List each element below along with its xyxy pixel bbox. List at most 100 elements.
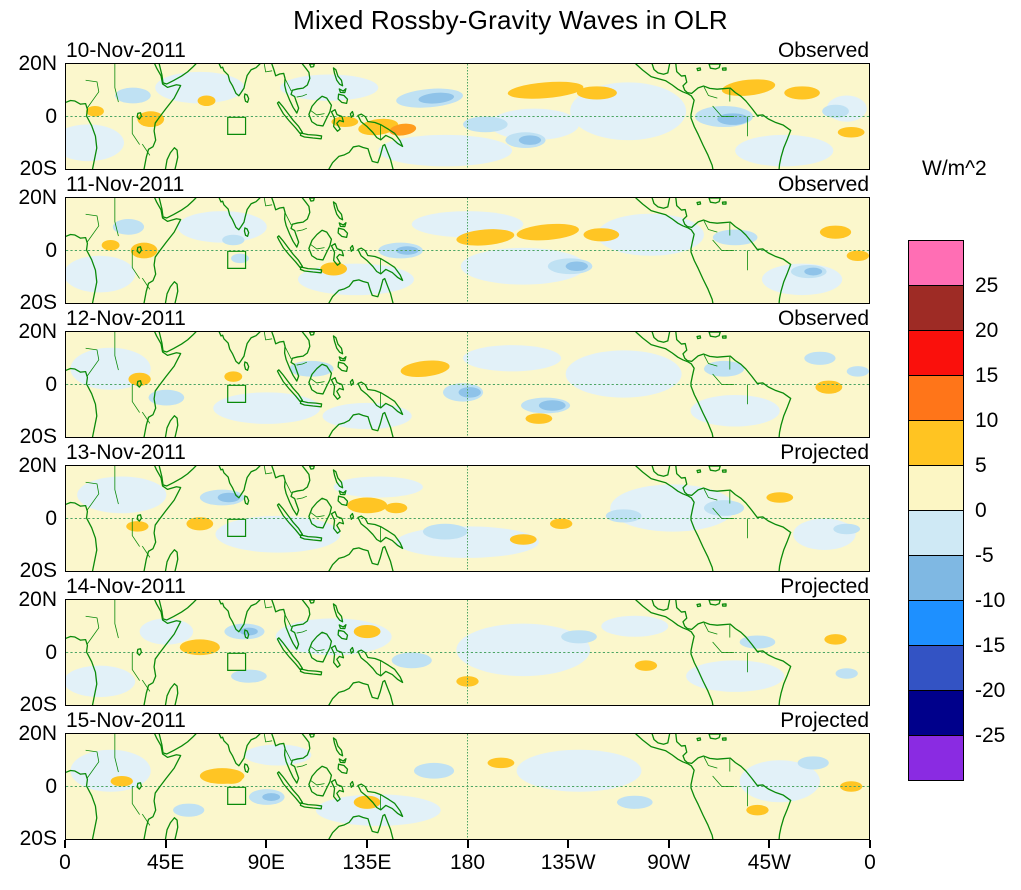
coastline-path bbox=[636, 198, 713, 303]
anomaly-contour bbox=[219, 773, 243, 784]
y-tick-label: 20N bbox=[18, 320, 57, 343]
coastline-path bbox=[331, 512, 343, 534]
country-border-path bbox=[713, 374, 734, 385]
coastline-path bbox=[333, 202, 342, 220]
anomaly-contour bbox=[331, 116, 359, 127]
anomaly-contour bbox=[110, 776, 133, 787]
study-region-box bbox=[228, 653, 246, 670]
x-tick-label: 45W bbox=[747, 851, 791, 874]
country-border-path bbox=[264, 332, 272, 340]
colorbar-cell bbox=[908, 375, 964, 421]
panel-header: 10-Nov-2011 Observed bbox=[65, 36, 870, 63]
coastline-path bbox=[358, 650, 403, 682]
panel-type-label: Observed bbox=[777, 173, 869, 196]
coastline-path bbox=[165, 416, 177, 437]
colorbar-tick-label: 15 bbox=[975, 364, 999, 387]
coastline-path bbox=[66, 368, 97, 437]
anomaly-contour bbox=[686, 660, 785, 692]
coastline-path bbox=[159, 600, 196, 620]
coastline-path bbox=[137, 113, 141, 119]
anomaly-contour bbox=[413, 762, 455, 779]
anomaly-contour bbox=[703, 500, 745, 516]
coastline-path bbox=[144, 198, 181, 303]
coastline-path bbox=[300, 267, 321, 273]
anomaly-contour bbox=[739, 635, 776, 649]
y-tick-label: 0 bbox=[45, 774, 57, 798]
anomaly-contour bbox=[112, 219, 145, 235]
panel-date-label: 12-Nov-2011 bbox=[66, 307, 186, 330]
coastline-path bbox=[159, 64, 196, 84]
coastline-path bbox=[652, 600, 669, 610]
coastline-path bbox=[652, 198, 669, 208]
colorbar-tick-label: -25 bbox=[975, 724, 1006, 747]
coastline-path bbox=[338, 764, 347, 773]
coastline-path bbox=[165, 550, 177, 571]
coastline-path bbox=[350, 246, 353, 252]
coastline-path bbox=[244, 496, 248, 504]
coastline-path bbox=[300, 401, 321, 407]
country-border-path bbox=[704, 355, 717, 366]
coastline-path bbox=[165, 282, 177, 303]
country-border-path bbox=[311, 513, 325, 517]
anomaly-contour bbox=[391, 652, 432, 669]
panels-container: 10-Nov-2011 Observed 20N 0 20S 11-Nov-20… bbox=[18, 36, 870, 850]
x-tick-label: 45E bbox=[146, 851, 185, 874]
panel-header: 15-Nov-2011 Projected bbox=[65, 706, 870, 733]
anomaly-contour bbox=[66, 255, 136, 293]
y-tick-label: 0 bbox=[45, 104, 57, 128]
coastline-path bbox=[137, 649, 141, 655]
anomaly-contour bbox=[422, 523, 468, 540]
coastline-path bbox=[272, 600, 310, 649]
coastline-path bbox=[272, 198, 310, 247]
y-tick-label: 0 bbox=[45, 640, 57, 664]
coastline-path bbox=[66, 100, 97, 169]
coastline-path bbox=[331, 110, 343, 132]
anomaly-contour bbox=[516, 749, 642, 792]
country-border-path bbox=[285, 481, 291, 493]
anomaly-contour bbox=[128, 372, 151, 386]
coastline-path bbox=[310, 64, 315, 67]
coastline-path bbox=[310, 332, 315, 335]
coastline-path bbox=[137, 783, 141, 789]
country-border-path bbox=[86, 616, 99, 644]
y-tick-label: 20N bbox=[18, 454, 57, 477]
study-region-box bbox=[228, 251, 246, 268]
anomaly-contour bbox=[550, 518, 573, 529]
x-tick-label: 0 bbox=[59, 851, 71, 874]
anomaly-contour bbox=[231, 669, 267, 683]
anomaly-contour bbox=[66, 665, 136, 698]
coastline-path bbox=[144, 332, 181, 437]
country-border-path bbox=[285, 79, 291, 91]
y-tick-label: 0 bbox=[45, 506, 57, 530]
colorbar-tick-label: 0 bbox=[975, 499, 987, 522]
anomaly-contour bbox=[66, 124, 124, 162]
coastline-path bbox=[159, 198, 196, 218]
coastline-path bbox=[636, 600, 713, 705]
y-tick-label: 20S bbox=[19, 291, 57, 314]
country-border-path bbox=[86, 348, 99, 376]
anomaly-contour bbox=[583, 228, 620, 242]
country-border-path bbox=[704, 623, 717, 634]
panel-type-label: Observed bbox=[777, 39, 869, 62]
x-axis-tick bbox=[768, 840, 771, 848]
map-svg bbox=[66, 198, 869, 303]
country-border-path bbox=[86, 750, 99, 778]
coastline-path bbox=[697, 738, 701, 741]
anomaly-contour bbox=[703, 360, 745, 377]
coastline-path bbox=[333, 336, 342, 354]
coastline-path bbox=[144, 734, 181, 839]
coastline-path bbox=[339, 223, 346, 227]
country-border-path bbox=[713, 240, 734, 251]
panel-header: 11-Nov-2011 Observed bbox=[65, 170, 870, 197]
country-border-path bbox=[285, 347, 291, 359]
country-border-path bbox=[142, 278, 150, 289]
anomaly-contour bbox=[846, 250, 869, 261]
anomaly-contour bbox=[458, 387, 481, 398]
anomaly-contour bbox=[739, 760, 820, 803]
coastline-path bbox=[333, 68, 342, 86]
anomaly-contour bbox=[400, 360, 450, 377]
anomaly-contour bbox=[784, 86, 820, 100]
anomaly-contour bbox=[766, 492, 794, 503]
anomaly-contour bbox=[565, 350, 682, 398]
coastline-path bbox=[722, 738, 726, 740]
